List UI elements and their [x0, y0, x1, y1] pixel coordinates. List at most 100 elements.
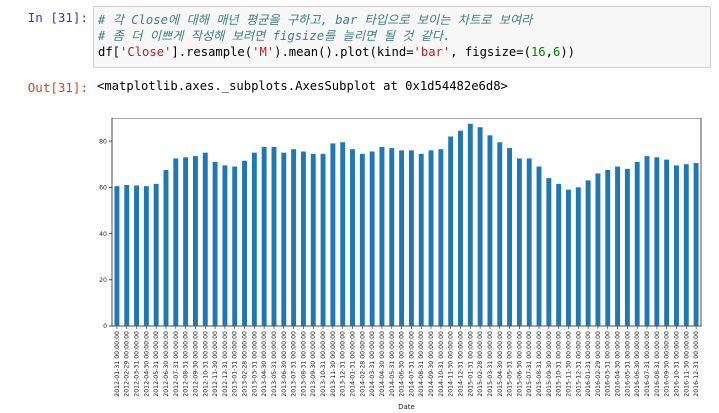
x-tick-label: 2012-05-31 00:00:00	[153, 331, 160, 397]
bar	[526, 158, 532, 326]
bar	[428, 150, 434, 326]
x-tick-label: 2012-02-29 00:00:00	[124, 331, 131, 397]
x-tick-label: 2015-12-31 00:00:00	[575, 331, 582, 397]
bar	[664, 159, 670, 326]
bar	[546, 178, 552, 326]
x-tick-label: 2012-09-30 00:00:00	[192, 331, 199, 397]
bar	[251, 152, 257, 326]
code-number: 16	[530, 45, 546, 59]
bar	[389, 148, 395, 326]
code-line-3: df['Close'].resample('M').mean().plot(ki…	[98, 44, 706, 60]
bar	[674, 165, 679, 326]
x-tick-label: 2012-03-31 00:00:00	[134, 331, 141, 397]
bar	[634, 161, 640, 326]
bar	[477, 127, 483, 326]
bar	[242, 160, 247, 326]
code-string: 'bar'	[413, 45, 451, 59]
bar	[487, 135, 493, 326]
input-prompt: In [31]:	[27, 10, 88, 25]
bar	[124, 185, 130, 326]
x-tick-label: 2016-07-31 00:00:00	[644, 331, 651, 397]
bar	[497, 142, 503, 326]
x-tick-label: 2014-12-31 00:00:00	[457, 331, 464, 397]
x-tick-label: 2014-07-31 00:00:00	[408, 331, 415, 397]
x-tick-label: 2014-01-31 00:00:00	[350, 331, 357, 397]
x-tick-label: 2013-04-30 00:00:00	[261, 331, 268, 397]
bar	[644, 156, 650, 326]
x-axis-label: Date	[398, 403, 415, 411]
x-tick-label: 2013-02-28 00:00:00	[242, 331, 249, 397]
bar	[261, 146, 267, 326]
x-tick-label: 2016-04-30 00:00:00	[615, 331, 622, 397]
x-tick-label: 2016-02-29 00:00:00	[595, 331, 602, 397]
bar	[654, 157, 660, 326]
x-tick-label: 2014-05-31 00:00:00	[389, 331, 396, 397]
bar	[271, 146, 277, 326]
bar	[408, 150, 414, 326]
code-token: ))	[560, 45, 576, 59]
bar	[693, 163, 699, 326]
bar	[212, 161, 218, 326]
code-string: 'M'	[252, 45, 275, 59]
x-tick-label: 2012-01-31 00:00:00	[114, 331, 121, 397]
bar	[134, 185, 139, 326]
x-tick-label: 2015-08-31 00:00:00	[536, 331, 543, 397]
code-token: ].resample(	[171, 45, 253, 59]
bar	[575, 187, 581, 326]
bar	[350, 149, 355, 326]
x-tick-label: 2013-05-31 00:00:00	[271, 331, 278, 397]
code-token: ).mean().plot(kind=	[274, 45, 414, 59]
bar	[291, 149, 297, 326]
x-tick-label: 2015-05-31 00:00:00	[507, 331, 514, 397]
bar	[467, 123, 473, 327]
code-token: df[	[98, 45, 121, 59]
x-tick-label: 2014-06-30 00:00:00	[399, 331, 406, 397]
x-tick-label: 2014-04-30 00:00:00	[379, 331, 386, 397]
bar	[369, 151, 375, 326]
bar	[183, 157, 189, 326]
x-tick-label: 2016-03-31 00:00:00	[605, 331, 612, 397]
x-tick-label: 2016-05-31 00:00:00	[624, 331, 631, 397]
x-tick-label: 2012-12-31 00:00:00	[222, 331, 229, 397]
bar	[173, 158, 179, 326]
bar	[310, 153, 316, 326]
x-tick-label: 2013-10-31 00:00:00	[320, 331, 327, 397]
x-tick-label: 2013-08-31 00:00:00	[300, 331, 307, 397]
plot-frame	[111, 118, 702, 327]
bar	[536, 166, 542, 326]
x-tick-label: 2012-06-30 00:00:00	[163, 331, 170, 397]
bar	[359, 153, 365, 326]
x-tick-label: 2012-11-30 00:00:00	[212, 331, 219, 397]
x-tick-label: 2012-10-31 00:00:00	[202, 331, 209, 397]
bar	[458, 130, 463, 326]
y-tick-label: 80	[99, 138, 107, 145]
x-tick-label: 2016-08-31 00:00:00	[654, 331, 661, 397]
x-tick-label: 2012-07-31 00:00:00	[173, 331, 180, 397]
x-tick-label: 2015-01-31 00:00:00	[467, 331, 474, 397]
x-tick-label: 2012-04-30 00:00:00	[143, 331, 150, 397]
x-tick-label: 2015-03-31 00:00:00	[487, 331, 494, 397]
bar	[595, 173, 601, 326]
bar	[222, 165, 228, 326]
bar	[300, 151, 306, 326]
x-tick-label: 2016-09-30 00:00:00	[664, 331, 671, 397]
code-comment-line-1: # 각 Close에 대해 매년 평균을 구하고, bar 타입으로 보이는 차…	[98, 13, 533, 27]
y-tick-label: 40	[99, 231, 107, 238]
x-tick-label: 2012-08-31 00:00:00	[183, 331, 190, 397]
bar	[438, 149, 444, 326]
x-tick-label: 2016-10-31 00:00:00	[673, 331, 680, 397]
x-tick-label: 2013-01-31 00:00:00	[232, 331, 239, 397]
y-tick-label: 0	[103, 323, 107, 330]
x-tick-label: 2013-06-30 00:00:00	[281, 331, 288, 397]
x-tick-label: 2016-01-31 00:00:00	[585, 331, 592, 397]
x-tick-label: 2016-12-31 00:00:00	[693, 331, 700, 397]
x-tick-label: 2015-09-30 00:00:00	[546, 331, 553, 397]
bar-chart: 0 20 40 60 80 2012-01-31 00:00:00 2012-02-29 0…	[99, 118, 702, 411]
x-tick-label: 2014-09-30 00:00:00	[428, 331, 435, 397]
bar	[683, 164, 689, 326]
bar	[232, 166, 238, 326]
code-cell-input[interactable]: # 각 Close에 대해 매년 평균을 구하고, bar 타입으로 보이는 차…	[93, 6, 711, 68]
bar	[320, 153, 326, 326]
x-tick-label: 2014-02-28 00:00:00	[359, 331, 366, 397]
x-tick-label: 2015-06-30 00:00:00	[516, 331, 523, 397]
